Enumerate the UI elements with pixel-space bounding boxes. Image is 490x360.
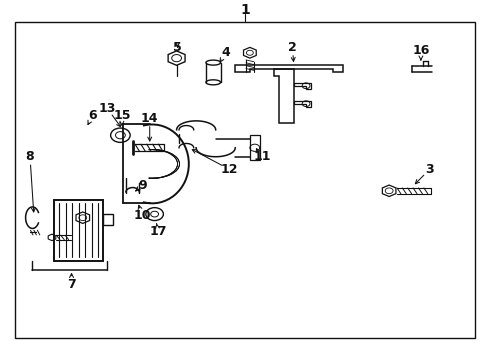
Text: 12: 12	[220, 163, 238, 176]
Text: 13: 13	[98, 102, 116, 115]
Text: 15: 15	[113, 109, 131, 122]
Text: 9: 9	[138, 179, 147, 192]
Text: 4: 4	[221, 46, 230, 59]
Text: 5: 5	[173, 41, 182, 54]
Text: 1: 1	[240, 3, 250, 17]
Text: 7: 7	[67, 278, 76, 291]
Text: 17: 17	[149, 225, 167, 238]
Text: 2: 2	[288, 41, 297, 54]
Text: 6: 6	[88, 109, 97, 122]
Text: 10: 10	[134, 210, 151, 222]
Text: 16: 16	[412, 45, 430, 58]
Text: 8: 8	[25, 150, 34, 163]
Text: 11: 11	[253, 150, 271, 163]
Text: 14: 14	[141, 112, 158, 125]
Text: 3: 3	[425, 163, 434, 176]
